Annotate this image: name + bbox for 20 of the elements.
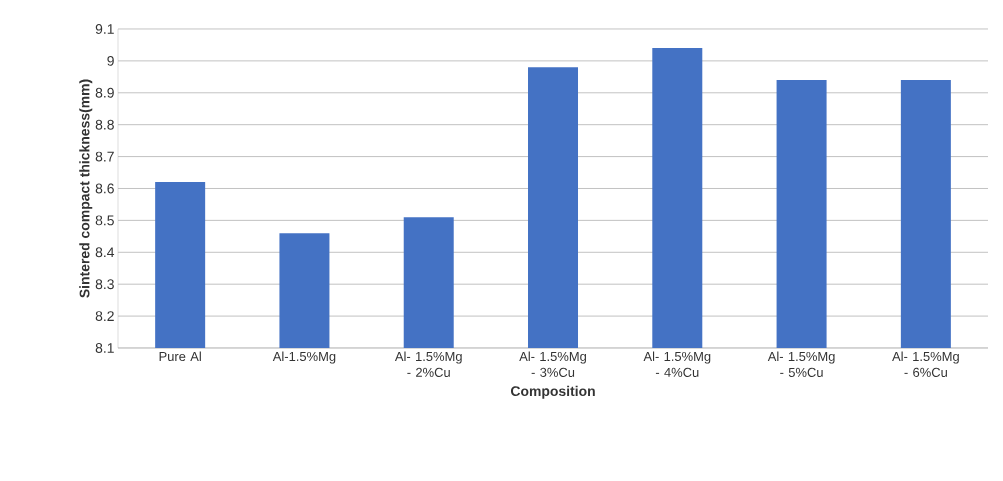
y-tick-label: 8.2: [95, 311, 114, 322]
x-tick-label: Pure Al: [159, 351, 201, 362]
y-tick-label: 8.4: [95, 247, 115, 258]
y-tick-label: 8.6: [95, 183, 114, 194]
x-tick-label: Al- 1.5%Mg - 6%Cu: [892, 351, 959, 377]
x-tick-label: Al- 1.5%Mg - 5%Cu: [767, 351, 835, 377]
y-tick-label: 8.3: [95, 279, 114, 290]
y-tick-label: 8.8: [95, 119, 114, 130]
y-axis-title: Sintered compact thickness(mm): [79, 79, 93, 298]
y-tick-label: 8.1: [95, 343, 114, 353]
x-tick-label: Al- 1.5%Mg - 3%Cu: [519, 351, 586, 377]
y-tick-label: 8.7: [95, 151, 114, 162]
x-tick-label: Al- 1.5%Mg - 2%Cu: [394, 351, 462, 377]
y-tick-label: 9.1: [95, 24, 114, 34]
x-axis-title: Composition: [510, 385, 595, 399]
y-tick-label: 8.9: [95, 87, 114, 98]
y-tick-label: 9: [107, 55, 114, 66]
x-tick-label: Al-1.5%Mg: [272, 351, 336, 364]
y-tick-label: 8.5: [95, 215, 114, 226]
x-tick-label: Al- 1.5%Mg - 4%Cu: [643, 351, 711, 377]
